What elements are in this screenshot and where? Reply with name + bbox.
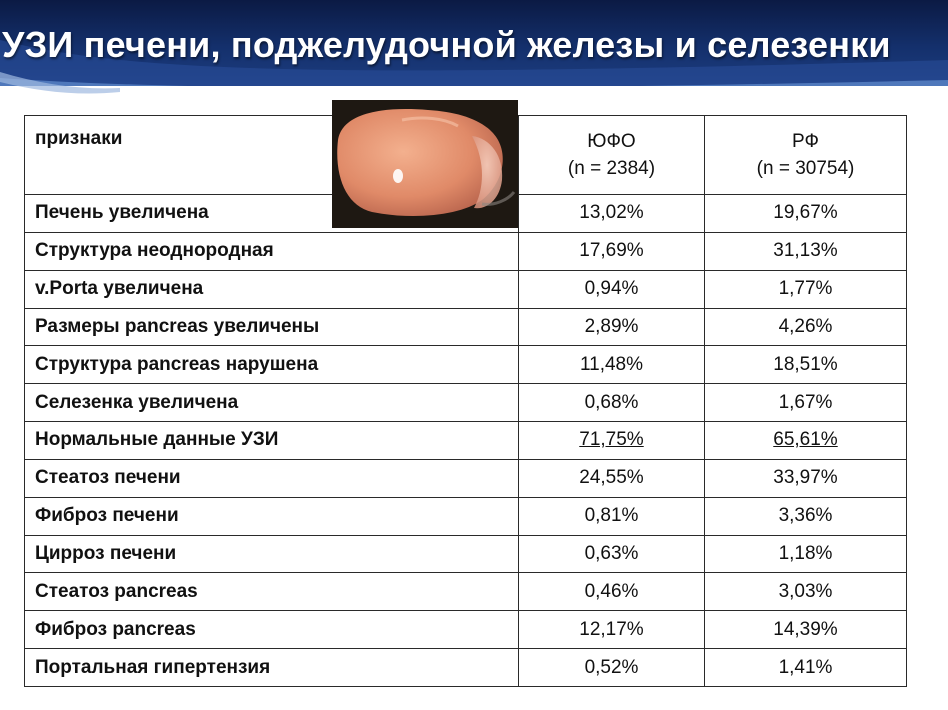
header-col-rf-name: РФ xyxy=(792,131,819,152)
value-yufo: 0,81% xyxy=(518,496,705,536)
row-label: Селезенка увеличена xyxy=(24,383,519,423)
row-label: Фиброз pancreas xyxy=(24,610,519,650)
header-col-yufo-n: (n = 2384) xyxy=(567,158,656,179)
value-rf: 18,51% xyxy=(704,345,907,385)
header-col-rf: РФ (n = 30754) xyxy=(704,115,907,195)
title-banner: УЗИ печени, поджелудочной железы и селез… xyxy=(0,0,948,86)
table-row: Нормальные данные УЗИ 71,75% 65,61% xyxy=(24,421,907,460)
header-col-yufo-name: ЮФО xyxy=(587,131,636,152)
value-yufo: 17,69% xyxy=(518,231,705,271)
value-yufo: 0,68% xyxy=(518,383,705,423)
header-col-rf-n: (n = 30754) xyxy=(756,158,855,179)
value-rf: 1,67% xyxy=(704,383,907,423)
value-rf: 3,03% xyxy=(704,572,907,612)
table-row: v.Porta увеличена 0,94% 1,77% xyxy=(24,269,907,309)
row-label: Портальная гипертензия xyxy=(24,648,519,687)
table-row: Структура pancreas нарушена 11,48% 18,51… xyxy=(24,345,907,385)
liver-illustration xyxy=(332,100,518,228)
value-yufo: 13,02% xyxy=(518,194,705,233)
table-row: Фиброз печени 0,81% 3,36% xyxy=(24,496,907,536)
row-label: Размеры pancreas увеличены xyxy=(24,307,519,347)
value-rf: 4,26% xyxy=(704,307,907,347)
value-rf: 1,18% xyxy=(704,534,907,574)
value-rf: 14,39% xyxy=(704,610,907,650)
banner-swoosh-decoration xyxy=(0,40,948,86)
value-rf: 1,41% xyxy=(704,648,907,687)
value-yufo: 0,52% xyxy=(518,648,705,687)
row-label: v.Porta увеличена xyxy=(24,269,519,309)
value-yufo: 11,48% xyxy=(518,345,705,385)
value-rf: 33,97% xyxy=(704,458,907,498)
value-rf: 19,67% xyxy=(704,194,907,233)
table-row: Стеатоз печени 24,55% 33,97% xyxy=(24,458,907,498)
table-row: Фиброз pancreas 12,17% 14,39% xyxy=(24,610,907,650)
row-label: Структура неоднородная xyxy=(24,231,519,271)
value-rf: 31,13% xyxy=(704,231,907,271)
value-yufo: 0,94% xyxy=(518,269,705,309)
page-title: УЗИ печени, поджелудочной железы и селез… xyxy=(2,24,891,65)
row-label: Стеатоз pancreas xyxy=(24,572,519,612)
value-yufo: 71,75% xyxy=(518,421,705,460)
table-row: Цирроз печени 0,63% 1,18% xyxy=(24,534,907,574)
table-row: Стеатоз pancreas 0,46% 3,03% xyxy=(24,572,907,612)
value-rf: 3,36% xyxy=(704,496,907,536)
header-col-yufo: ЮФО (n = 2384) xyxy=(518,115,705,195)
row-label: Фиброз печени xyxy=(24,496,519,536)
liver-photo-icon xyxy=(332,100,518,228)
row-label: Нормальные данные УЗИ xyxy=(24,421,519,460)
row-label: Структура pancreas нарушена xyxy=(24,345,519,385)
table-row: Размеры pancreas увеличены 2,89% 4,26% xyxy=(24,307,907,347)
left-swoosh-decoration xyxy=(0,72,120,94)
value-yufo: 24,55% xyxy=(518,458,705,498)
value-yufo: 12,17% xyxy=(518,610,705,650)
value-rf: 65,61% xyxy=(704,421,907,460)
table-row: Портальная гипертензия 0,52% 1,41% xyxy=(24,648,907,687)
table-row: Структура неоднородная 17,69% 31,13% xyxy=(24,231,907,271)
row-label: Цирроз печени xyxy=(24,534,519,574)
row-label: Стеатоз печени xyxy=(24,458,519,498)
value-yufo: 2,89% xyxy=(518,307,705,347)
value-rf: 1,77% xyxy=(704,269,907,309)
value-yufo: 0,63% xyxy=(518,534,705,574)
table-row: Селезенка увеличена 0,68% 1,67% xyxy=(24,383,907,423)
value-yufo: 0,46% xyxy=(518,572,705,612)
